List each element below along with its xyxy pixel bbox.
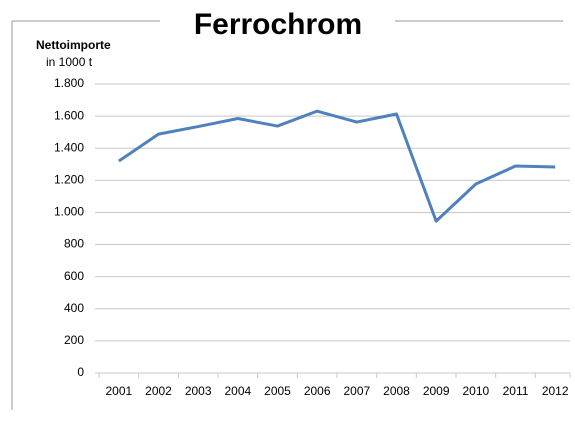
y-tick-label: 600 — [64, 269, 84, 283]
y-tick-label: 800 — [64, 237, 84, 251]
x-tick-label: 2006 — [304, 384, 331, 398]
data-line — [117, 109, 556, 223]
y-axis-unit: in 1000 t — [46, 55, 93, 69]
x-tick-label: 2003 — [185, 384, 212, 398]
x-tick-label: 2002 — [145, 384, 172, 398]
x-tick-label: 2007 — [343, 384, 370, 398]
x-tick-label: 2012 — [542, 384, 569, 398]
x-tick-label: 2011 — [503, 384, 529, 398]
y-tick-label: 0 — [77, 365, 84, 379]
y-tick-label: 1.600 — [54, 108, 84, 122]
x-tick-label: 2009 — [423, 384, 450, 398]
chart-title: Ferrochrom — [194, 8, 362, 41]
x-tick-label: 2008 — [383, 384, 410, 398]
x-tick-label: 2005 — [264, 384, 291, 398]
y-tick-label: 400 — [64, 301, 84, 315]
y-axis-label: Nettoimporte — [36, 38, 111, 52]
y-tick-label: 1.000 — [54, 205, 84, 219]
x-tick-label: 2010 — [462, 384, 489, 398]
y-tick-label: 1.800 — [54, 76, 84, 90]
x-tick-label: 2001 — [105, 384, 132, 398]
y-tick-label: 1.200 — [54, 173, 84, 187]
x-tick-label: 2004 — [224, 384, 251, 398]
y-tick-label: 1.400 — [54, 140, 84, 154]
y-tick-label: 200 — [64, 333, 84, 347]
